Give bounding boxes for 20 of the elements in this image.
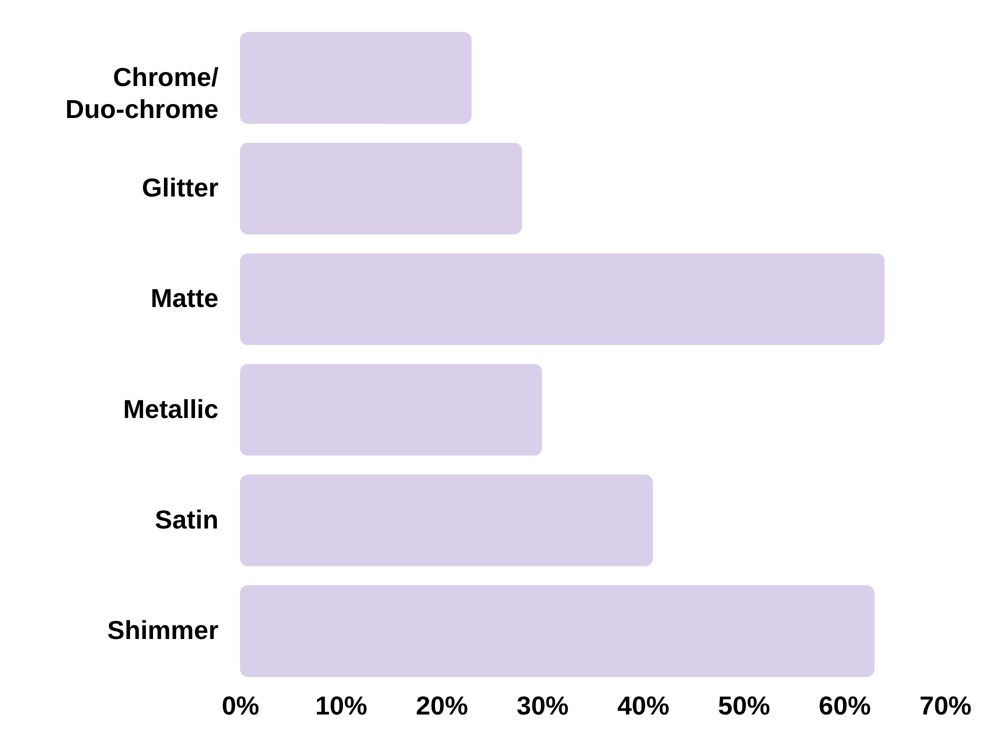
bar — [240, 32, 472, 124]
y-tick-label: Matte — [150, 283, 218, 314]
y-tick-label: Shimmer — [107, 615, 218, 646]
y-tick-label: Metallic — [123, 394, 218, 424]
x-tick-label: 0% — [222, 690, 260, 720]
bar — [240, 253, 885, 346]
y-tick-label: Glitter — [142, 172, 218, 203]
x-tick-label: 70% — [919, 690, 972, 720]
bar — [240, 585, 874, 677]
bar — [240, 364, 542, 456]
bar — [240, 474, 653, 566]
x-tick-label: 20% — [416, 690, 468, 720]
x-tick-label: 40% — [617, 690, 670, 720]
x-tick-label: 50% — [718, 690, 770, 720]
bar — [240, 142, 522, 234]
x-tick-label: 60% — [818, 690, 871, 720]
y-tick-label: Chrome/ Duo-chrome — [65, 62, 218, 124]
x-tick-label: 30% — [516, 690, 569, 720]
x-tick-label: 10% — [315, 690, 368, 720]
y-tick-label: Satin — [154, 504, 218, 534]
